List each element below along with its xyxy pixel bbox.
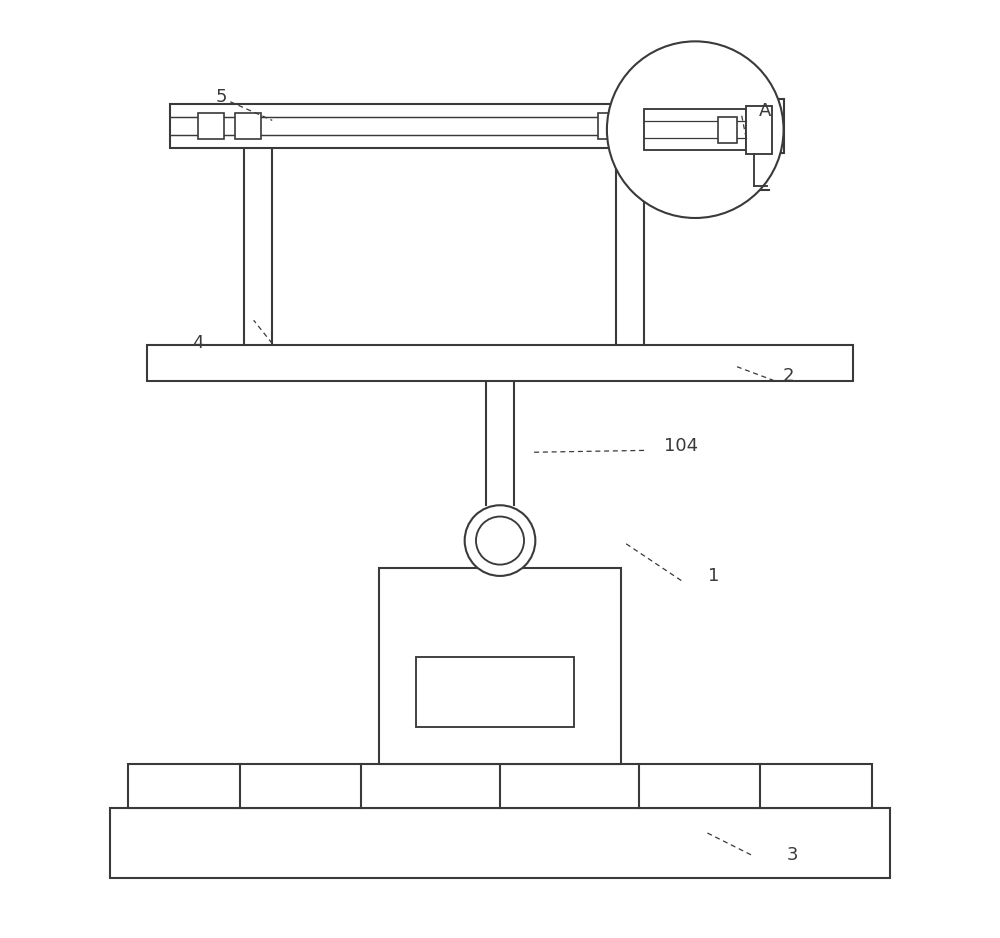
Text: 1: 1	[708, 567, 720, 585]
Text: 2: 2	[782, 367, 794, 385]
Text: A: A	[759, 102, 771, 120]
Text: 4: 4	[192, 335, 204, 353]
Bar	[170, 103, 746, 148]
Bar	[746, 99, 784, 153]
Circle shape	[476, 517, 524, 565]
Bar	[644, 109, 746, 150]
Text: 3: 3	[787, 846, 799, 864]
Bar	[416, 657, 574, 727]
Text: 104: 104	[664, 437, 698, 455]
Text: 5: 5	[215, 88, 227, 106]
Bar	[235, 113, 261, 139]
Bar	[598, 113, 616, 139]
Bar	[128, 764, 872, 809]
Circle shape	[607, 41, 784, 218]
Bar	[147, 345, 853, 381]
Bar	[746, 105, 772, 154]
Bar	[718, 116, 737, 143]
Bar	[110, 809, 890, 878]
Bar	[379, 568, 621, 764]
Bar	[198, 113, 224, 139]
Circle shape	[465, 506, 535, 576]
